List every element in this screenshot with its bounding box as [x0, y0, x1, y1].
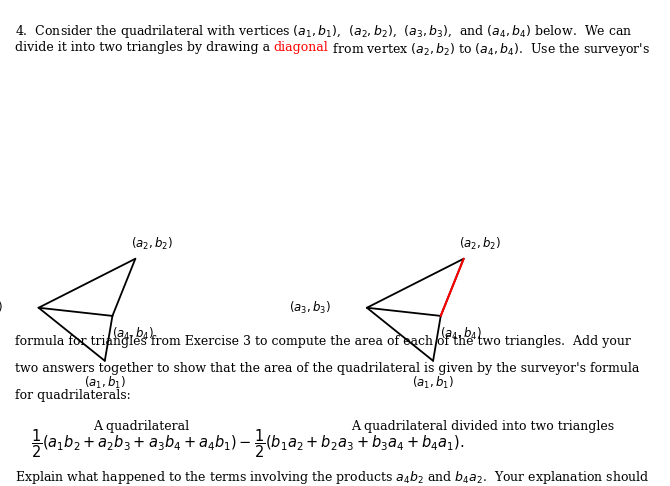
Text: $(a_1, b_1)$: $(a_1, b_1)$	[412, 375, 454, 391]
Text: for quadrilaterals:: for quadrilaterals:	[15, 389, 131, 402]
Text: divide it into two triangles by drawing a: divide it into two triangles by drawing …	[15, 41, 274, 54]
Text: $(a_3, b_3)$: $(a_3, b_3)$	[0, 300, 3, 316]
Text: A quadrilateral: A quadrilateral	[92, 419, 189, 433]
Text: 4.  Consider the quadrilateral with vertices $(a_1, b_1)$,  $(a_2, b_2)$,  $(a_3: 4. Consider the quadrilateral with verti…	[15, 23, 632, 40]
Text: diagonal: diagonal	[274, 41, 328, 54]
Text: from vertex $(a_2, b_2)$ to $(a_4, b_4)$.  Use the surveyor's: from vertex $(a_2, b_2)$ to $(a_4, b_4)$…	[328, 41, 649, 58]
Text: $(a_2, b_2)$: $(a_2, b_2)$	[460, 236, 501, 252]
Text: $(a_3, b_3)$: $(a_3, b_3)$	[289, 300, 331, 316]
Text: $(a_4, b_4)$: $(a_4, b_4)$	[111, 326, 153, 343]
Text: $(a_1, b_1)$: $(a_1, b_1)$	[84, 375, 126, 391]
Text: Explain what happened to the terms involving the products $a_4b_2$ and $b_4a_2$.: Explain what happened to the terms invol…	[15, 469, 649, 486]
Text: formula for triangles from Exercise 3 to compute the area of each of the two tri: formula for triangles from Exercise 3 to…	[15, 335, 630, 348]
Text: A quadrilateral divided into two triangles: A quadrilateral divided into two triangl…	[351, 419, 614, 433]
Text: $\dfrac{1}{2}(a_1b_2 + a_2b_3 + a_3b_4 + a_4b_1) - \dfrac{1}{2}(b_1a_2 + b_2a_3 : $\dfrac{1}{2}(a_1b_2 + a_2b_3 + a_3b_4 +…	[31, 428, 464, 460]
Text: $(a_2, b_2)$: $(a_2, b_2)$	[131, 236, 173, 252]
Text: $(a_4, b_4)$: $(a_4, b_4)$	[440, 326, 482, 343]
Text: two answers together to show that the area of the quadrilateral is given by the : two answers together to show that the ar…	[15, 362, 639, 375]
